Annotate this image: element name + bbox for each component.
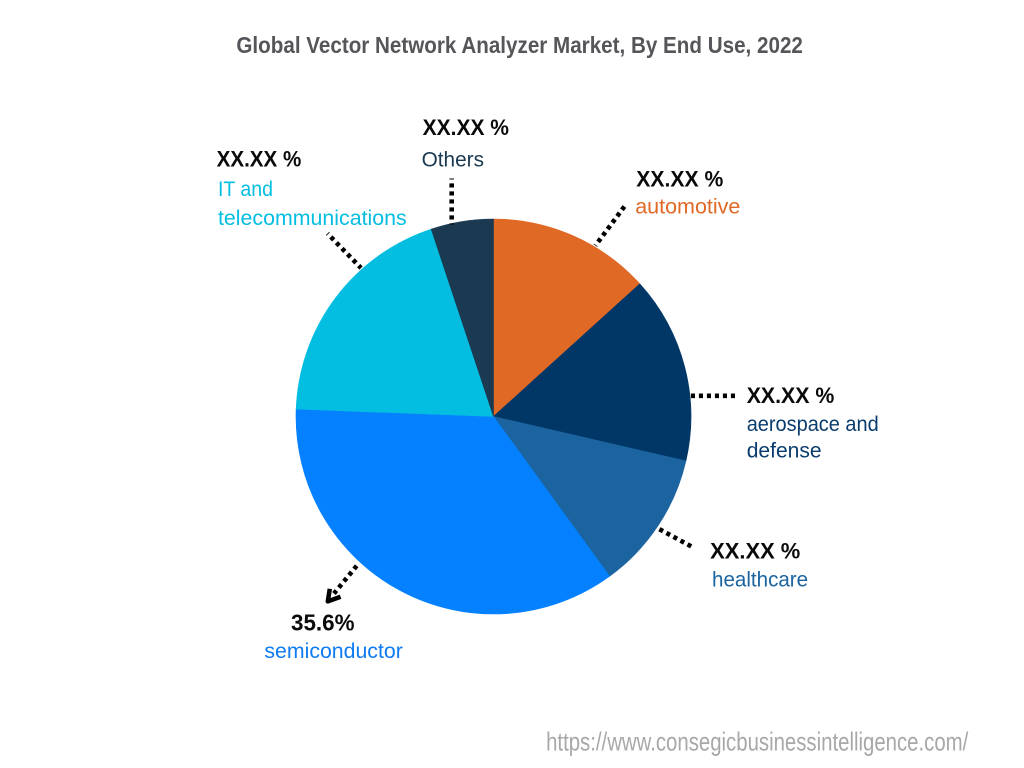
svg-text:XX.XX %: XX.XX %	[217, 146, 302, 171]
svg-text:semiconductor: semiconductor	[264, 639, 402, 663]
svg-text:automotive: automotive	[635, 194, 740, 218]
svg-text:telecommunications: telecommunications	[218, 206, 407, 230]
svg-text:XX.XX %: XX.XX %	[747, 383, 835, 408]
svg-text:XX.XX %: XX.XX %	[423, 115, 509, 140]
svg-text:healthcare: healthcare	[712, 568, 808, 592]
svg-text:aerospace and: aerospace and	[747, 412, 879, 436]
svg-text:XX.XX %: XX.XX %	[636, 167, 723, 192]
svg-text:defense: defense	[747, 439, 822, 463]
svg-text:35.6%: 35.6%	[291, 609, 355, 635]
svg-text:Others: Others	[422, 147, 484, 171]
svg-text:Global Vector Network Analyzer: Global Vector Network Analyzer Market, B…	[236, 32, 803, 58]
svg-text:https://www.consegicbusinessin: https://www.consegicbusinessintelligence…	[546, 727, 969, 757]
svg-text:XX.XX %: XX.XX %	[710, 538, 800, 563]
svg-text:IT and: IT and	[218, 177, 273, 201]
